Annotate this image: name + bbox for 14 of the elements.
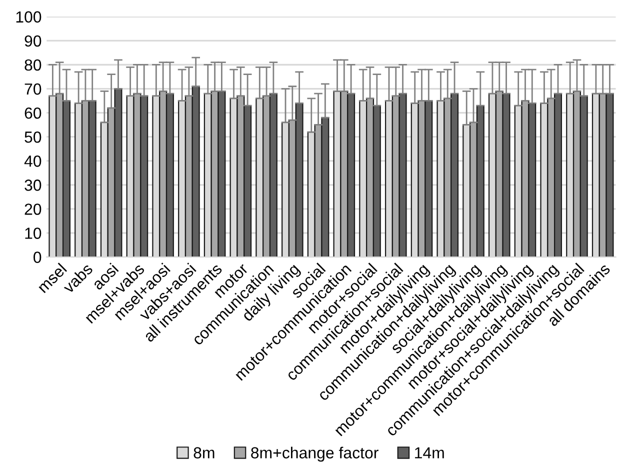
y-tick-label: 70 (24, 83, 42, 95)
y-tick-label: 100 (16, 11, 42, 23)
y-tick-label: 0 (34, 252, 42, 263)
y-tick-label: 30 (24, 180, 42, 191)
y-tick-label: 50 (24, 131, 42, 143)
y-tick-label: 20 (24, 204, 42, 215)
legend-label: 14m (415, 447, 444, 458)
y-tick-label: 40 (24, 156, 42, 167)
legend-label: 8m (194, 447, 214, 458)
y-tick-label: 60 (24, 107, 42, 119)
y-tick-label: 90 (24, 35, 42, 47)
y-tick-label: 80 (24, 59, 42, 71)
legend-label: 8m+change factor (251, 446, 378, 462)
y-tick-label: 10 (25, 228, 42, 239)
